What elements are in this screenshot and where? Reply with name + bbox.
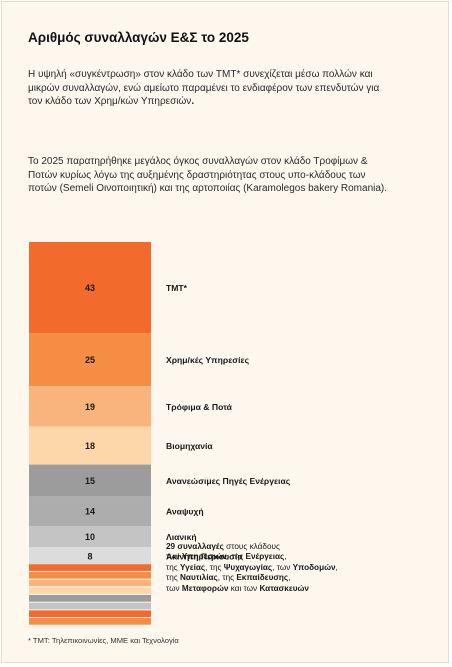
others-label-bold-run: Υπηρεσιών [181, 552, 227, 562]
others-label-run: της [166, 573, 181, 583]
bar-segment [29, 386, 151, 427]
others-label-run: της [166, 562, 181, 572]
others-label-bold-run: Ενέργειας [245, 552, 285, 562]
segment-value-label: 18 [85, 441, 95, 451]
segment-category-label: TMT* [166, 283, 188, 293]
segment-value-label: 43 [85, 283, 95, 293]
segment-category-label: Βιομηχανία [166, 441, 213, 451]
others-label-bold-run: Υποδομών [292, 562, 336, 572]
intro-paragraph: Η υψηλή «συγκέντρωση» στον κλάδο των TMT… [28, 68, 388, 109]
others-label-run: , της [217, 573, 237, 583]
others-label-run: , [335, 562, 338, 572]
others-label-bold-run: Ναυτιλίας [180, 573, 218, 583]
segment-category-label: Αναψυχή [166, 507, 204, 517]
intro-paragraph-text: Η υψηλή «συγκέντρωση» στον κλάδο των TMT… [28, 69, 380, 108]
others-label-bold-run: Ψυχαγωγίας [223, 562, 273, 572]
others-stripe [29, 587, 151, 594]
footnote: * TMT: Τηλεπικοινωνίες, ΜΜΕ και Τεχνολογ… [28, 636, 179, 645]
others-label-run: των [166, 552, 182, 562]
others-label-line: των Μεταφορών και των Κατασκευών [166, 584, 356, 594]
detail-paragraph: Το 2025 παρατηρήθηκε μεγάλος όγκος συναλ… [28, 156, 388, 195]
others-label-bold-run: 29 συναλλαγές [166, 542, 224, 551]
others-stripe [29, 579, 151, 587]
page-title: Αριθμός συναλλαγών Ε&Σ το 2025 [28, 30, 249, 45]
segment-value-label: 8 [87, 551, 92, 561]
others-label-run: των [166, 583, 182, 593]
others-label-run: , της [205, 562, 224, 572]
segment-category-label: Ανανεώσιμες Πηγές Ενέργειας [166, 476, 291, 486]
other-sectors-label: 29 συναλλαγές στους κλάδους των Υπηρεσιών… [166, 542, 356, 594]
bar-segment [29, 333, 151, 387]
others-stripe [29, 594, 151, 602]
others-label-bold-run: Υγείας [180, 562, 206, 572]
others-stripe [29, 564, 151, 571]
bar-segment [29, 242, 151, 334]
bar-segment [29, 526, 151, 548]
others-label-line: της Υγείας, της Ψυχαγωγίας, των Υποδομών… [166, 563, 356, 573]
others-label-bold-run: Μεταφορών [181, 583, 229, 593]
bar-segment [29, 426, 151, 465]
others-label-line: 29 συναλλαγές στους κλάδους [166, 542, 356, 552]
others-stripe [29, 602, 151, 610]
segment-value-label: 15 [85, 476, 95, 486]
bar-segment [29, 547, 151, 565]
segment-value-label: 19 [85, 402, 95, 412]
segment-category-label: Ακίνητη Περιουσία [166, 551, 243, 561]
segment-value-label: 14 [85, 507, 95, 517]
segment-value-label: 25 [85, 355, 95, 365]
others-label-bold-run: Κατασκευών [259, 583, 309, 593]
others-label-line: των Υπηρεσιών, της Ενέργειας, [166, 552, 356, 562]
others-stripe [29, 610, 151, 618]
others-label-run: στους κλάδους [223, 542, 280, 551]
intro-paragraph-emphasis: . [191, 96, 195, 108]
others-label-bold-run: Εκπαίδευσης [236, 573, 289, 583]
others-label-run: και των [228, 583, 260, 593]
others-label-run: , της [226, 552, 246, 562]
bar-segment [29, 464, 151, 497]
segment-category-label: Λιανική [166, 532, 197, 542]
bar-segment [29, 496, 151, 527]
others-stripe [29, 618, 151, 625]
others-label-line: της Ναυτιλίας, της Εκπαίδευσης, [166, 573, 356, 583]
others-stripe [29, 571, 151, 579]
segment-value-label: 10 [85, 532, 95, 542]
others-label-run: , [284, 552, 287, 562]
segment-category-label: Χρημ/κές Υπηρεσίες [166, 355, 250, 365]
segment-category-label: Τρόφιμα & Ποτά [166, 402, 233, 412]
others-label-run: , [288, 573, 291, 583]
others-label-run: , των [272, 562, 293, 572]
